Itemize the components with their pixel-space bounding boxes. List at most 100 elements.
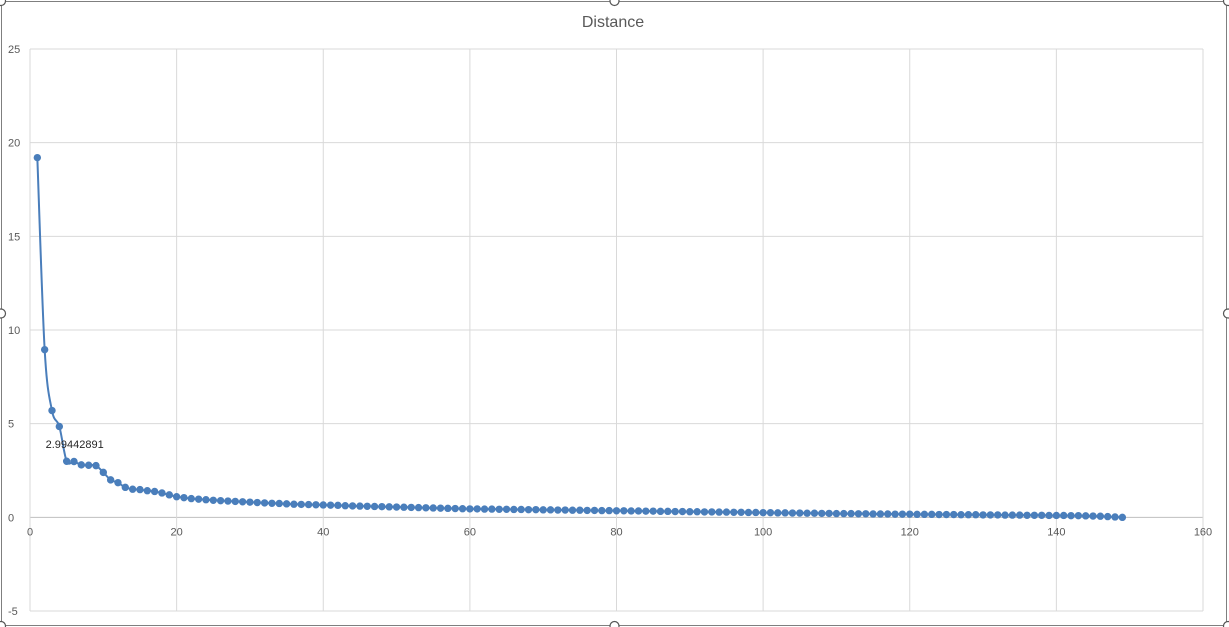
data-point[interactable] (203, 497, 209, 503)
data-point[interactable] (958, 512, 964, 518)
data-point[interactable] (291, 501, 297, 507)
data-point[interactable] (951, 511, 957, 517)
data-point[interactable] (657, 508, 663, 514)
data-point[interactable] (335, 502, 341, 508)
data-point[interactable] (393, 504, 399, 510)
data-point[interactable] (386, 504, 392, 510)
data-point[interactable] (313, 502, 319, 508)
resize-handle[interactable] (0, 622, 6, 627)
data-point[interactable] (782, 510, 788, 516)
data-point[interactable] (415, 504, 421, 510)
data-point[interactable] (452, 505, 458, 511)
data-point[interactable] (877, 511, 883, 517)
data-point[interactable] (892, 511, 898, 517)
data-point[interactable] (239, 499, 245, 505)
data-point[interactable] (283, 501, 289, 507)
data-point[interactable] (254, 499, 260, 505)
data-point[interactable] (709, 509, 715, 515)
data-point[interactable] (643, 508, 649, 514)
data-point[interactable] (789, 510, 795, 516)
resize-handle[interactable] (1224, 309, 1229, 318)
data-point[interactable] (1061, 512, 1067, 518)
data-point[interactable] (1046, 512, 1052, 518)
data-point[interactable] (349, 503, 355, 509)
data-point[interactable] (34, 154, 40, 160)
data-point[interactable] (173, 494, 179, 500)
data-point[interactable] (276, 500, 282, 506)
data-point[interactable] (606, 507, 612, 513)
data-point[interactable] (811, 510, 817, 516)
data-point[interactable] (437, 505, 443, 511)
data-point[interactable] (694, 509, 700, 515)
data-point[interactable] (489, 506, 495, 512)
data-point[interactable] (1017, 512, 1023, 518)
data-point[interactable] (379, 503, 385, 509)
data-point[interactable] (1009, 512, 1015, 518)
data-point[interactable] (591, 507, 597, 513)
data-point[interactable] (672, 508, 678, 514)
data-point[interactable] (943, 511, 949, 517)
data-point[interactable] (195, 496, 201, 502)
data-point[interactable] (885, 511, 891, 517)
data-point[interactable] (584, 507, 590, 513)
data-point[interactable] (115, 479, 121, 485)
data-point[interactable] (863, 511, 869, 517)
data-point[interactable] (423, 505, 429, 511)
data-point[interactable] (188, 495, 194, 501)
data-point[interactable] (767, 509, 773, 515)
data-point[interactable] (833, 510, 839, 516)
data-point[interactable] (408, 504, 414, 510)
data-point[interactable] (1068, 512, 1074, 518)
data-point[interactable] (797, 510, 803, 516)
data-point[interactable] (137, 486, 143, 492)
data-point[interactable] (569, 507, 575, 513)
data-point[interactable] (826, 510, 832, 516)
data-point[interactable] (503, 506, 509, 512)
data-point[interactable] (210, 497, 216, 503)
data-point[interactable] (166, 492, 172, 498)
data-point[interactable] (122, 484, 128, 490)
data-point[interactable] (995, 512, 1001, 518)
data-point[interactable] (151, 488, 157, 494)
resize-handle[interactable] (610, 0, 619, 6)
data-point[interactable] (1031, 512, 1037, 518)
data-point[interactable] (357, 503, 363, 509)
resize-handle[interactable] (1224, 622, 1229, 627)
data-point[interactable] (1053, 512, 1059, 518)
data-point[interactable] (804, 510, 810, 516)
data-point[interactable] (518, 506, 524, 512)
data-point[interactable] (511, 506, 517, 512)
data-point[interactable] (1090, 513, 1096, 519)
data-point[interactable] (679, 508, 685, 514)
data-point[interactable] (716, 509, 722, 515)
data-point[interactable] (298, 501, 304, 507)
data-point[interactable] (496, 506, 502, 512)
resize-handle[interactable] (610, 622, 619, 627)
data-point[interactable] (63, 458, 69, 464)
resize-handle[interactable] (0, 0, 6, 6)
data-point[interactable] (430, 505, 436, 511)
data-point[interactable] (71, 458, 77, 464)
data-point[interactable] (342, 503, 348, 509)
data-point[interactable] (181, 494, 187, 500)
data-point[interactable] (93, 462, 99, 468)
data-point[interactable] (327, 502, 333, 508)
data-point[interactable] (1104, 513, 1110, 519)
data-point[interactable] (481, 506, 487, 512)
data-point[interactable] (78, 462, 84, 468)
data-point[interactable] (980, 512, 986, 518)
data-point[interactable] (855, 511, 861, 517)
resize-handle[interactable] (1224, 0, 1229, 6)
data-point[interactable] (635, 508, 641, 514)
data-point[interactable] (562, 507, 568, 513)
data-point[interactable] (555, 507, 561, 513)
data-point[interactable] (1097, 513, 1103, 519)
resize-handle[interactable] (0, 309, 6, 318)
data-point[interactable] (364, 503, 370, 509)
data-point[interactable] (305, 501, 311, 507)
data-point[interactable] (474, 506, 480, 512)
data-point[interactable] (907, 511, 913, 517)
data-point[interactable] (100, 469, 106, 475)
data-point[interactable] (870, 511, 876, 517)
data-point[interactable] (247, 499, 253, 505)
